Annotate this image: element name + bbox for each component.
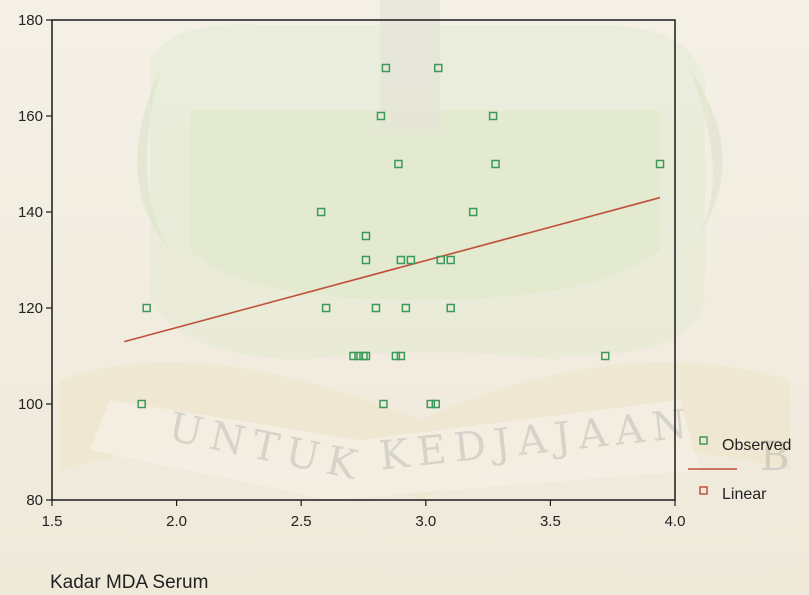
legend: Observed Linear (688, 436, 791, 503)
observed-point-28 (491, 159, 500, 169)
legend-observed-marker (699, 436, 708, 445)
x-tick-label-3: 3.0 (415, 513, 436, 530)
observed-point-7 (361, 351, 371, 361)
observed-point-4 (349, 351, 358, 361)
x-tick-label-4: 3.5 (540, 513, 561, 530)
observed-point-29 (600, 351, 610, 361)
plot-border (51, 19, 676, 501)
legend-linear-marker (699, 486, 708, 495)
y-tick-label-3: 140 (18, 204, 43, 221)
observed-point-12 (379, 399, 388, 409)
watermark-text-fragment: B (760, 434, 797, 480)
observed-point-24 (446, 255, 455, 265)
y-tick-label-4: 160 (18, 108, 43, 125)
watermark-seal (60, 0, 790, 500)
observed-point-15 (394, 159, 403, 169)
observed-point-26 (468, 207, 478, 217)
x-axis-title: Kadar MDA Serum (50, 572, 209, 593)
linear-fit-line (124, 196, 661, 343)
x-tick-label-1: 2.0 (166, 513, 187, 530)
y-tick-label-2: 120 (18, 300, 43, 317)
observed-point-25 (446, 303, 455, 313)
observed-point-20 (426, 399, 436, 409)
observed-point-2 (316, 207, 326, 217)
x-tick-label-0: 1.5 (42, 513, 63, 530)
observed-point-23 (436, 255, 446, 265)
observed-point-3 (321, 303, 331, 313)
x-tick-label-5: 4.0 (665, 513, 686, 530)
linear-fit-layer (124, 196, 661, 343)
x-tick-label-2: 2.5 (291, 513, 312, 530)
observed-point-14 (391, 351, 401, 361)
observed-point-0 (137, 399, 146, 409)
x-tick-labels: 1.5 2.0 2.5 3.0 3.5 4.0 (42, 513, 686, 530)
observed-point-10 (371, 303, 381, 313)
observed-point-18 (401, 303, 411, 313)
y-tick-label-1: 100 (18, 396, 43, 413)
observed-point-17 (396, 351, 406, 361)
observed-point-27 (488, 111, 498, 121)
observed-point-9 (361, 231, 371, 241)
observed-point-1 (142, 303, 151, 313)
observed-point-11 (376, 111, 386, 121)
y-tick-label-0: 80 (26, 492, 43, 509)
y-tick-label-5: 180 (18, 12, 43, 29)
observed-point-8 (361, 255, 371, 265)
observed-point-16 (396, 255, 406, 265)
observed-point-30 (655, 159, 665, 169)
legend-observed-label: Observed (722, 437, 791, 454)
observed-point-13 (381, 63, 391, 73)
y-tick-labels: 80 100 120 140 160 180 (18, 12, 43, 509)
legend-linear-label: Linear (722, 486, 767, 503)
axis-ticks (46, 19, 676, 506)
observed-points-layer (137, 63, 665, 409)
plot-frame (51, 19, 676, 501)
observed-point-19 (406, 255, 416, 265)
observed-point-21 (431, 399, 441, 409)
observed-point-22 (434, 63, 443, 73)
